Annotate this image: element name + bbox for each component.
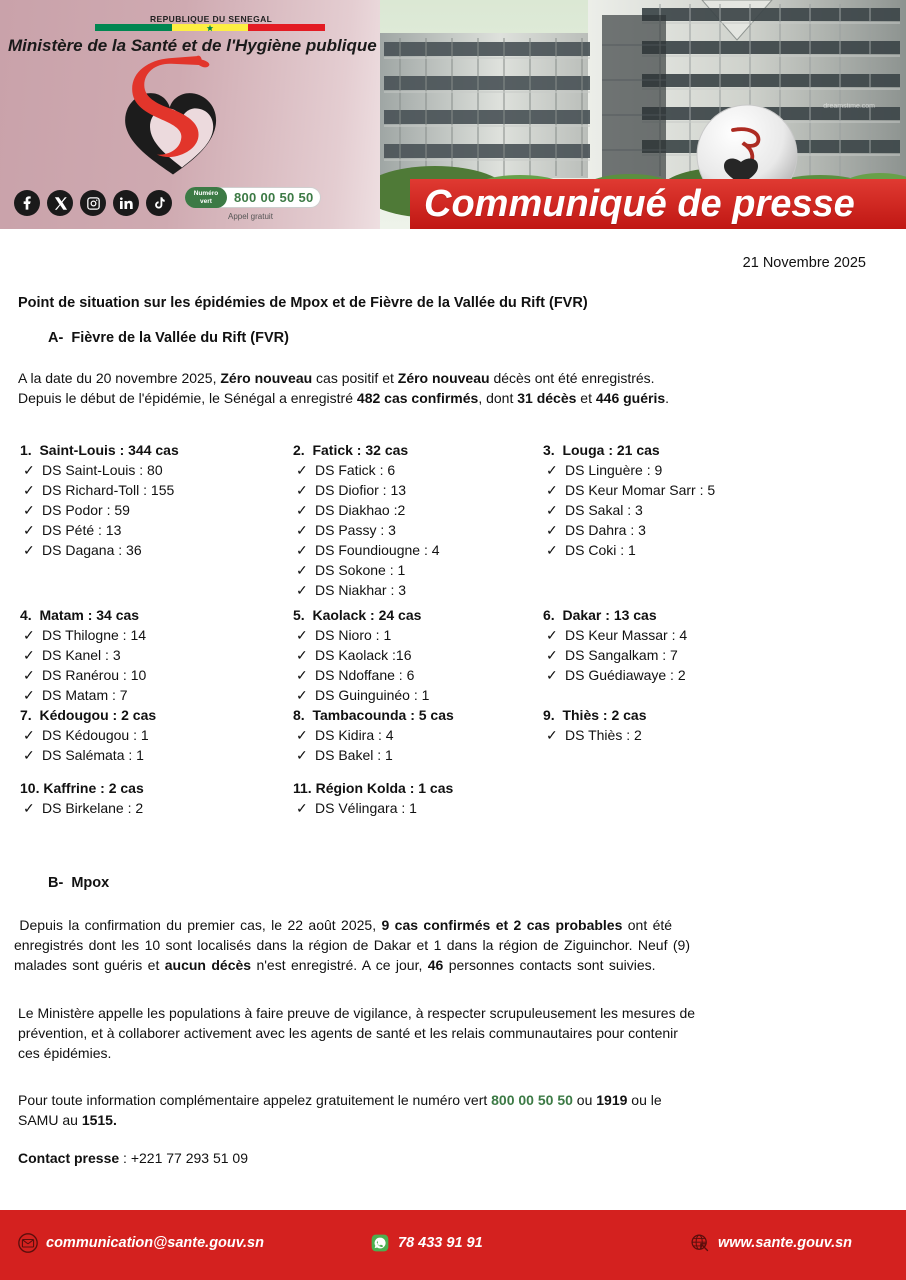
svg-text:dreamstime.com: dreamstime.com [823,103,875,110]
